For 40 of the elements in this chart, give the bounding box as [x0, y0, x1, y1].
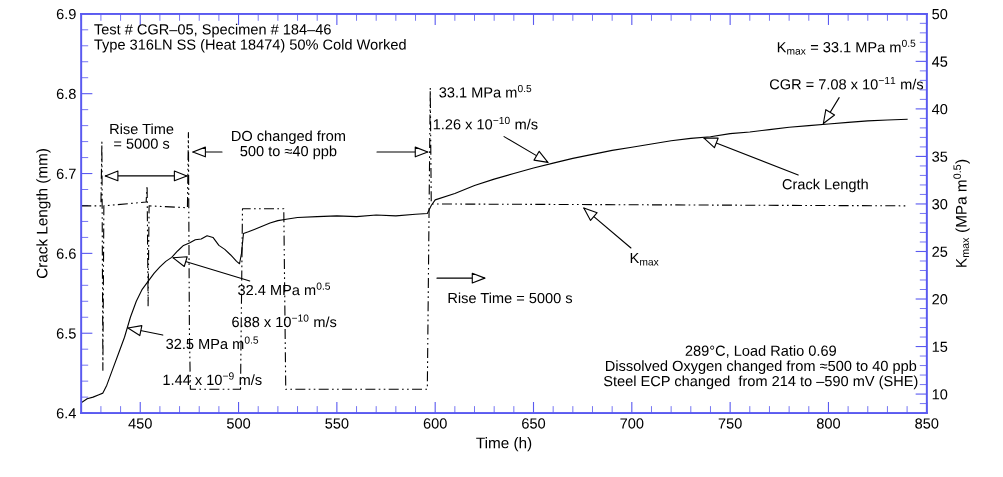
annotation: CGR = 7.08 x 10$^{−11}$ m/s	[769, 76, 924, 90]
x-tick-label: 750	[718, 418, 742, 429]
x-tick-label: 600	[423, 418, 447, 429]
y-tick-label: 6.4	[56, 408, 76, 419]
y2-tick-label: 30	[932, 199, 948, 210]
x-tick-label: 800	[816, 418, 841, 429]
annotation: Crack Length	[782, 178, 868, 193]
annotation: 1.26 x 10$^{−10}$ m/s	[433, 116, 538, 130]
annotation: K$_{max}$	[630, 253, 659, 266]
y2-tick-label: 50	[932, 8, 948, 20]
x-tick-label: 700	[620, 418, 644, 429]
y2-tick-label: 25	[932, 246, 948, 257]
annotation: K$_{max}$ = 33.1 MPa m$^{0.5}$	[777, 39, 916, 55]
y-tick-label: 6.8	[56, 88, 76, 100]
x-tick-label: 850	[915, 418, 939, 429]
annotation: DO changed from 500 to ≈40 ppb	[232, 130, 345, 160]
y2-tick-label: 10	[932, 389, 948, 400]
x-tick-label: 450	[128, 418, 152, 429]
x-tick-label: 650	[522, 418, 546, 429]
y-axis-title: Crack Length (mm)	[36, 149, 51, 279]
y2-tick-label: 15	[932, 341, 948, 352]
annotation: 1.44 x 10$^{−9}$ m/s	[163, 372, 262, 386]
x-tick-label: 500	[226, 418, 251, 429]
annotation: Test # CGR–05, Specimen # 184–46 Type 316LN SS (Heat 18474) 50% Cold Worked	[94, 23, 406, 53]
y-tick-label: 6.5	[56, 328, 76, 339]
y-tick-label: 6.7	[56, 168, 76, 179]
annotation: 289°C, Load Ratio 0.69 Dissolved Oxygen changed from ≈500 to 40 ppb Steel ECP changed from 214 to –590 mV (SHE)	[603, 345, 918, 390]
annotation: Rise Time = 5000 s	[448, 292, 573, 304]
y2-tick-label: 45	[931, 56, 948, 67]
y-tick-label: 6.6	[56, 248, 76, 259]
y2-tick-label: 40	[931, 103, 948, 115]
y2-tick-label: 35	[932, 151, 948, 162]
y2-tick-label: 20	[932, 294, 948, 305]
annotation: 33.1 MPa m$^{0.5}$	[439, 84, 532, 98]
y-tick-label: 6.9	[56, 8, 76, 20]
y2-axis-title: K$_{max}$ (MPa m$^{0.5}$)	[953, 159, 970, 267]
x-axis-title: Time (h)	[476, 437, 532, 452]
x-tick-label: 550	[325, 418, 349, 429]
annotation: 32.4 MPa m$^{0.5}$	[238, 282, 331, 296]
annotation: Rise Time = 5000 s	[110, 123, 174, 149]
